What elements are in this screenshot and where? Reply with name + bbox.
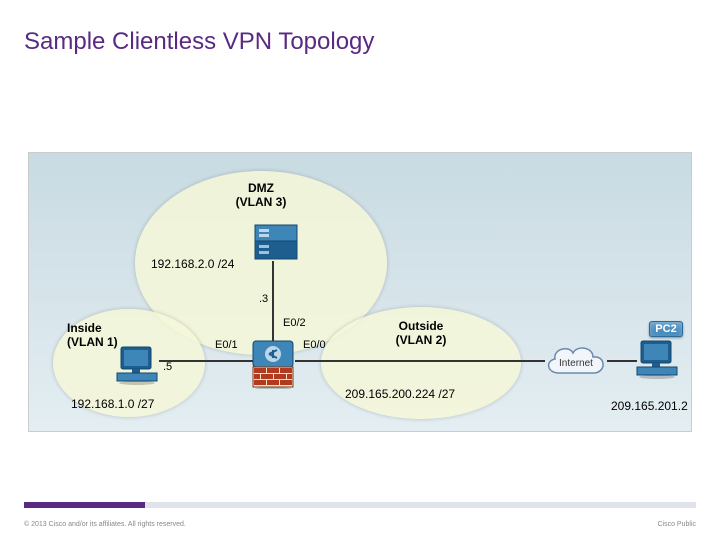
if-e01: E0/1 (215, 339, 238, 351)
subnet-dmz: 192.168.2.0 /24 (151, 257, 234, 271)
zone-outside-label: Outside(VLAN 2) (321, 319, 521, 348)
server-icon (251, 223, 301, 263)
host-dot5: .5 (163, 361, 172, 373)
topology-link (159, 360, 253, 362)
if-e00: E0/0 (303, 339, 326, 351)
ip-pc2: 209.165.201.2 (611, 399, 688, 413)
topology-link (272, 261, 274, 341)
host-dot3: .3 (259, 293, 268, 305)
internet-cloud-icon: Internet (541, 339, 611, 383)
topology-link (295, 360, 545, 362)
subnet-outside: 209.165.200.224 /27 (345, 387, 455, 401)
svg-text:Internet: Internet (559, 358, 593, 369)
footer-classification: Cisco Public (657, 521, 696, 528)
footer-copyright: © 2013 Cisco and/or its affiliates. All … (24, 521, 186, 528)
topology-diagram: DMZ(VLAN 3) Inside(VLAN 1) Outside(VLAN … (28, 152, 692, 432)
pc2-badge: PC2 (649, 321, 683, 337)
subnet-inside: 192.168.1.0 /27 (71, 397, 154, 411)
if-e02: E0/2 (283, 317, 306, 329)
topology-link (607, 360, 637, 362)
firewall-icon (251, 339, 295, 389)
zone-outside: Outside(VLAN 2) (321, 307, 521, 419)
slide-title: Sample Clientless VPN Topology (24, 28, 374, 56)
pc-inside-icon (115, 345, 161, 385)
footer-bar (24, 502, 696, 508)
pc2-icon (635, 339, 681, 379)
zone-dmz-label: DMZ(VLAN 3) (135, 181, 387, 210)
